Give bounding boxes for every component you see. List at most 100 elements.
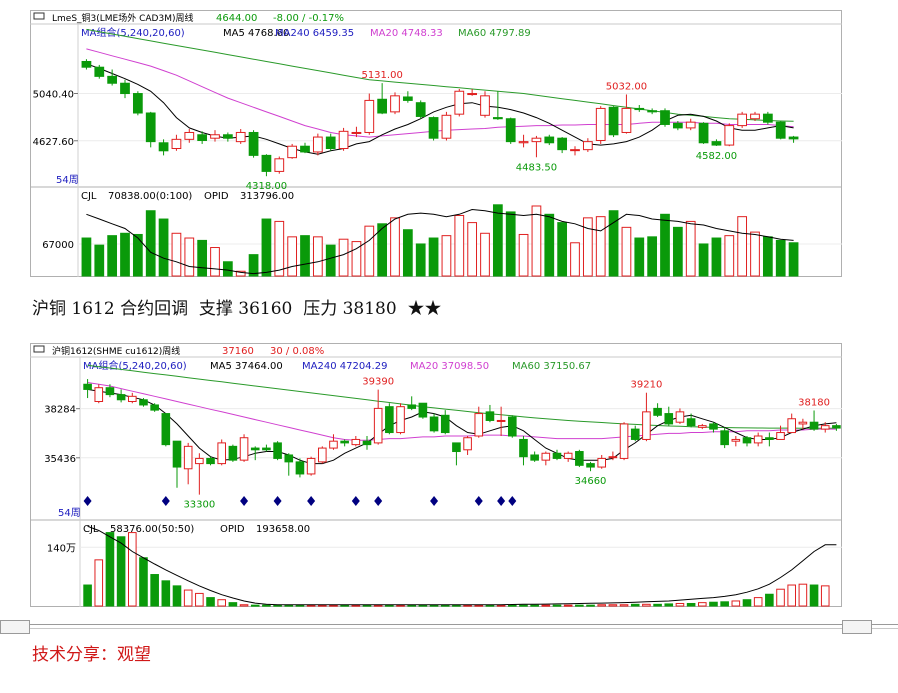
- up-volume-bar: [541, 604, 551, 607]
- down-volume-bar: [415, 243, 426, 277]
- down-candle: [228, 445, 238, 461]
- signal-marker: [374, 496, 383, 506]
- up-candle: [608, 456, 618, 459]
- down-volume-bar: [428, 237, 439, 277]
- down-volume-bar: [261, 218, 272, 277]
- up-volume-bar: [595, 216, 606, 277]
- signal-marker: [508, 496, 517, 506]
- down-candle: [145, 112, 156, 143]
- down-volume-bar: [630, 603, 640, 607]
- down-candle: [698, 122, 709, 144]
- down-volume-bar: [485, 604, 495, 607]
- up-volume-bar: [776, 588, 785, 607]
- down-candle: [505, 118, 516, 143]
- period-label: 54周: [56, 174, 79, 186]
- up-volume-bar: [454, 214, 465, 277]
- up-volume-bar: [675, 602, 685, 607]
- ma-group-label: MA组合(5,240,20,60): [83, 359, 187, 372]
- down-volume-bar: [742, 599, 752, 607]
- down-volume-bar: [519, 604, 528, 607]
- up-volume-bar: [287, 236, 298, 277]
- signal-marker: [351, 496, 360, 506]
- up-volume-bar: [390, 217, 400, 277]
- down-candle: [120, 82, 130, 95]
- up-volume-bar: [210, 247, 220, 277]
- down-volume-bar: [248, 254, 259, 277]
- ma20-legend: MA20 4748.33: [370, 28, 443, 39]
- down-candle: [262, 447, 271, 451]
- up-volume-bar: [239, 604, 249, 607]
- up-volume-bar: [463, 604, 472, 607]
- down-candle: [377, 98, 388, 114]
- down-volume-bar: [284, 604, 294, 607]
- down-candle: [775, 121, 786, 139]
- up-volume-bar: [597, 604, 607, 607]
- signal-marker: [240, 496, 249, 506]
- down-volume-bar: [698, 243, 709, 277]
- down-candle: [660, 110, 670, 125]
- up-candle: [329, 440, 338, 449]
- volume-value: 58376.00(50:50): [110, 524, 194, 535]
- down-volume-bar: [295, 604, 305, 607]
- window-icon: [33, 12, 45, 20]
- up-candle: [287, 145, 298, 159]
- ma5-legend: MA5 4768.60: [223, 28, 289, 39]
- up-candle: [787, 418, 797, 434]
- down-candle: [530, 454, 539, 461]
- up-volume-bar: [787, 584, 797, 607]
- volume-value: 70838.00(0:100): [108, 191, 192, 202]
- down-candle: [720, 430, 729, 446]
- down-candle: [222, 134, 233, 139]
- down-volume-bar: [575, 604, 584, 607]
- down-volume-bar: [660, 213, 670, 277]
- down-volume-bar: [664, 603, 674, 607]
- ma5-line: [86, 63, 794, 155]
- down-candle: [362, 440, 372, 446]
- up-candle: [351, 438, 361, 446]
- down-candle: [197, 134, 208, 141]
- up-candle: [274, 158, 285, 172]
- down-volume-bar: [552, 604, 562, 607]
- right-scroll-handle[interactable]: [842, 620, 872, 634]
- up-volume-bar: [563, 604, 573, 607]
- lme-copper-weekly-chart: LmeS_铜3(LME场外 CAD3M)周线 4644.00 -8.00 / -0.…: [30, 10, 842, 277]
- down-candle: [485, 411, 495, 421]
- lme-copper-chart-svg: LmeS_铜3(LME场外 CAD3M)周线 4644.00 -8.00 / -0.…: [30, 10, 842, 277]
- left-scroll-handle[interactable]: [0, 620, 30, 634]
- down-volume-bar: [197, 239, 208, 277]
- up-candle: [531, 137, 542, 143]
- up-candle: [474, 413, 484, 437]
- extreme-annotation: 39390: [362, 377, 394, 388]
- extreme-annotation: 4483.50: [516, 162, 557, 173]
- up-volume-bar: [235, 270, 246, 277]
- signal-marker: [161, 496, 170, 506]
- down-volume-bar: [765, 593, 774, 607]
- technical-summary: 技术分享：观望: [32, 645, 151, 665]
- down-candle: [273, 442, 282, 459]
- down-candle: [300, 145, 310, 153]
- down-volume-bar: [788, 242, 799, 277]
- up-candle: [621, 107, 632, 133]
- up-candle: [480, 95, 490, 116]
- down-volume-bar: [809, 584, 819, 607]
- down-volume-bar: [206, 597, 215, 607]
- extreme-annotation: 5131.00: [361, 70, 402, 81]
- up-candle: [210, 134, 220, 139]
- down-candle: [809, 421, 819, 430]
- up-volume-bar: [338, 238, 349, 277]
- up-volume-bar: [467, 222, 478, 277]
- down-volume-bar: [418, 604, 428, 607]
- down-volume-bar: [340, 604, 349, 607]
- up-volume-bar: [396, 604, 405, 607]
- down-candle: [139, 399, 148, 406]
- opid-value: 313796.00: [240, 191, 294, 202]
- up-volume-bar: [820, 585, 830, 607]
- down-candle: [762, 113, 773, 123]
- up-volume-bar: [496, 604, 506, 607]
- down-volume-bar: [83, 584, 92, 607]
- down-volume-bar: [653, 603, 662, 607]
- down-volume-bar: [172, 585, 182, 607]
- up-candle: [171, 138, 182, 150]
- down-candle: [672, 122, 683, 129]
- down-candle: [105, 387, 115, 396]
